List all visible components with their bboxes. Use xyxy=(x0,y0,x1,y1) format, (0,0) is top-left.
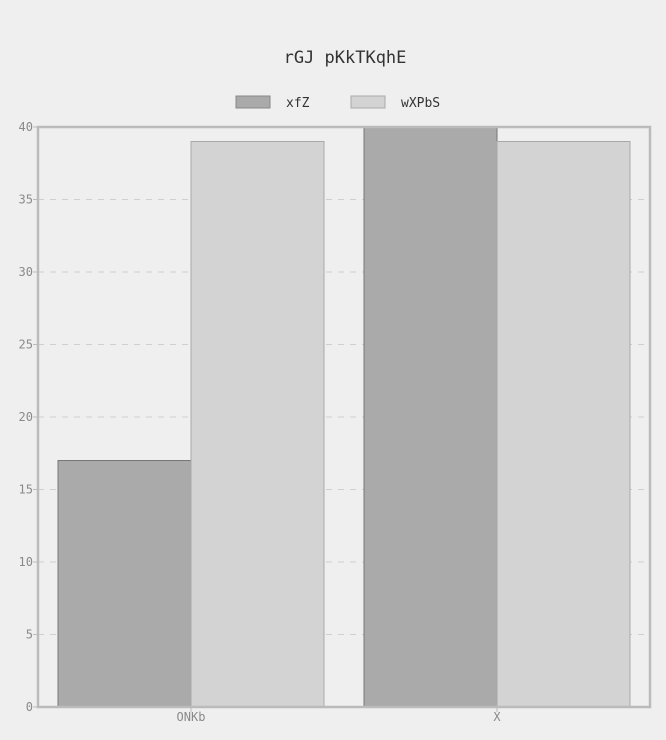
legend-swatch-xfz xyxy=(235,95,271,109)
legend-swatch-wxpbs xyxy=(350,95,386,109)
y-tick-label: 20 xyxy=(19,410,33,424)
y-tick-label: 0 xyxy=(26,700,33,714)
bar-wxpbs-x xyxy=(496,141,631,708)
y-tick-label: 15 xyxy=(19,483,33,497)
bar-xfz-onkb xyxy=(57,460,192,708)
x-axis-ticks: ONKb X xyxy=(177,707,501,724)
bars xyxy=(57,126,631,708)
bar-wxpbs-onkb xyxy=(190,141,325,708)
y-tick-label: 25 xyxy=(19,338,33,352)
y-tick-label: 10 xyxy=(19,555,33,569)
legend-label-xfz: xfZ xyxy=(286,96,310,111)
y-tick-label: 30 xyxy=(19,265,33,279)
chart-title: rGJ pKkTKqhE xyxy=(284,48,407,68)
y-tick-label: 5 xyxy=(26,628,33,642)
x-tick-label: X xyxy=(493,710,501,724)
bar-xfz-x xyxy=(363,126,498,708)
legend-label-wxpbs: wXPbS xyxy=(401,96,440,111)
plot-frame xyxy=(36,125,652,709)
legend: xfZ wXPbS xyxy=(235,95,440,111)
y-tick-label: 40 xyxy=(19,120,33,134)
y-axis-ticks: 0 5 10 15 20 25 30 35 40 xyxy=(19,120,38,714)
x-tick-label: ONKb xyxy=(177,710,206,724)
y-tick-label: 35 xyxy=(19,193,33,207)
